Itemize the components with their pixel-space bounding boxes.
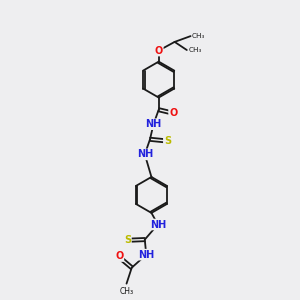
Text: S: S (124, 235, 131, 245)
Text: CH₃: CH₃ (188, 47, 202, 53)
Text: NH: NH (146, 119, 162, 129)
Text: NH: NH (138, 250, 154, 260)
Text: O: O (154, 46, 163, 56)
Text: NH: NH (137, 149, 153, 159)
Text: NH: NH (150, 220, 166, 230)
Text: CH₃: CH₃ (119, 287, 134, 296)
Text: O: O (115, 251, 123, 261)
Text: CH₃: CH₃ (192, 32, 206, 38)
Text: O: O (169, 108, 177, 118)
Text: S: S (164, 136, 171, 146)
